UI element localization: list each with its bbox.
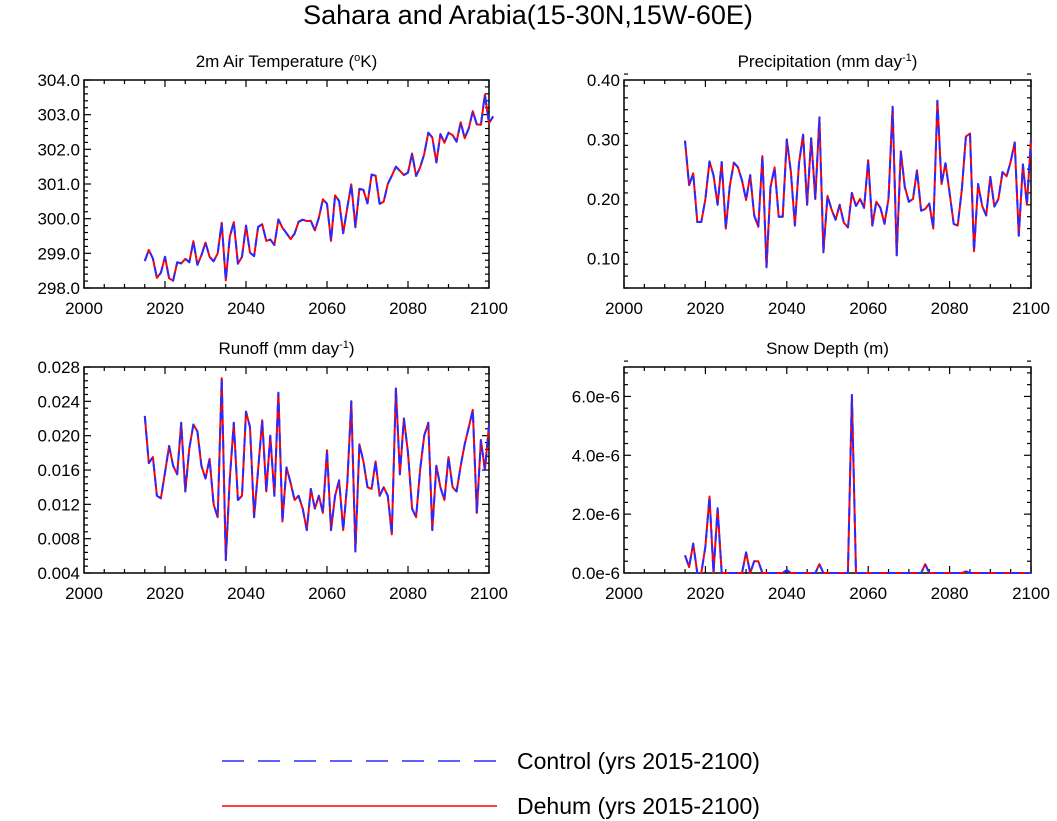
x-tick-label: 2000 — [65, 299, 103, 318]
y-tick-label: 0.024 — [37, 392, 80, 411]
y-tick-label: 0.30 — [587, 130, 620, 149]
x-tick-label: 2020 — [686, 584, 724, 603]
dehum-series-line-runoff — [143, 377, 490, 562]
y-tick-label: 299.0 — [37, 244, 80, 263]
panels: 2m Air Temperature (oK) 2000 2020 2040 2060 2… — [37, 52, 1049, 603]
legend-control-label: Control (yrs 2015-2100) — [517, 748, 760, 774]
y-tick-label: 2.0e-6 — [572, 505, 620, 524]
x-tick-label: 2040 — [227, 584, 265, 603]
y-tick-label: 301.0 — [37, 175, 80, 194]
y-tick-label: 0.028 — [37, 358, 80, 377]
panel-title-snow-depth: Snow Depth (m) — [766, 339, 889, 358]
panel-title-precipitation: Precipitation (mm day-1) — [738, 52, 918, 71]
x-tick-label: 2040 — [768, 584, 806, 603]
y-tick-label: 6.0e-6 — [572, 387, 620, 406]
y-tick-label: 302.0 — [37, 140, 80, 159]
control-series-line-runoff — [143, 377, 490, 562]
x-tick-label: 2100 — [1012, 584, 1050, 603]
plot-frame-temperature — [83, 79, 490, 289]
x-tick-label: 2000 — [65, 584, 103, 603]
y-tick-label: 298.0 — [37, 279, 80, 298]
y-tick-label: 0.40 — [587, 71, 620, 90]
x-tick-label: 2100 — [470, 584, 508, 603]
y-tick-label: 300.0 — [37, 210, 80, 229]
y-tick-label: 0.016 — [37, 461, 80, 480]
x-tick-label: 2000 — [605, 584, 643, 603]
x-tick-label: 2020 — [146, 299, 184, 318]
y-tick-label: 0.020 — [37, 427, 80, 446]
y-tick-label: 0.004 — [37, 564, 80, 583]
y-tick-label: 303.0 — [37, 106, 80, 125]
x-tick-label: 2040 — [227, 299, 265, 318]
x-tick-label: 2080 — [931, 299, 969, 318]
figure-title: Sahara and Arabia(15-30N,15W-60E) — [303, 0, 753, 30]
x-tick-label: 2060 — [308, 299, 346, 318]
control-series-line-precipitation — [684, 99, 1032, 269]
y-tick-label: 0.012 — [37, 495, 80, 514]
panel-title-temperature: 2m Air Temperature (oK) — [196, 52, 378, 71]
control-series-line-temperature — [143, 93, 494, 282]
x-tick-label: 2080 — [389, 299, 427, 318]
y-tick-label: 4.0e-6 — [572, 446, 620, 465]
dehum-series-line-temperature — [143, 93, 494, 282]
plot-frame-snow-depth — [623, 366, 1032, 574]
plot-frame-precipitation — [623, 79, 1032, 289]
x-tick-label: 2060 — [849, 299, 887, 318]
legend-dehum-label: Dehum (yrs 2015-2100) — [517, 793, 760, 819]
y-tick-label: 304.0 — [37, 71, 80, 90]
panel-runoff: Runoff (mm day-1) 2000 2020 2040 2060 2080 210… — [37, 339, 507, 603]
x-tick-label: 2080 — [389, 584, 427, 603]
y-tick-label: 0.0e-6 — [572, 564, 620, 583]
panel-snow-depth: Snow Depth (m) 2000 2020 2040 2060 2080 2100 0.… — [572, 339, 1050, 603]
y-tick-label: 0.10 — [587, 249, 620, 268]
x-tick-label: 2000 — [605, 299, 643, 318]
panel-precipitation: Precipitation (mm day-1) 2000 2020 2040 2060… — [587, 52, 1050, 318]
x-tick-label: 2020 — [686, 299, 724, 318]
panel-temperature: 2m Air Temperature (oK) 2000 2020 2040 2060 2… — [37, 52, 507, 318]
x-tick-label: 2060 — [308, 584, 346, 603]
x-tick-label: 2040 — [768, 299, 806, 318]
dehum-series-line-snow-depth — [684, 394, 1031, 574]
y-tick-label: 0.20 — [587, 190, 620, 209]
x-tick-label: 2060 — [849, 584, 887, 603]
x-tick-label: 2020 — [146, 584, 184, 603]
panel-title-runoff: Runoff (mm day-1) — [218, 339, 354, 358]
x-tick-label: 2100 — [1012, 299, 1050, 318]
y-tick-label: 0.008 — [37, 530, 80, 549]
control-series-line-snow-depth — [684, 394, 1031, 574]
legend: Control (yrs 2015-2100) Dehum (yrs 2015-… — [222, 748, 760, 819]
x-tick-label: 2100 — [470, 299, 508, 318]
x-tick-label: 2080 — [931, 584, 969, 603]
